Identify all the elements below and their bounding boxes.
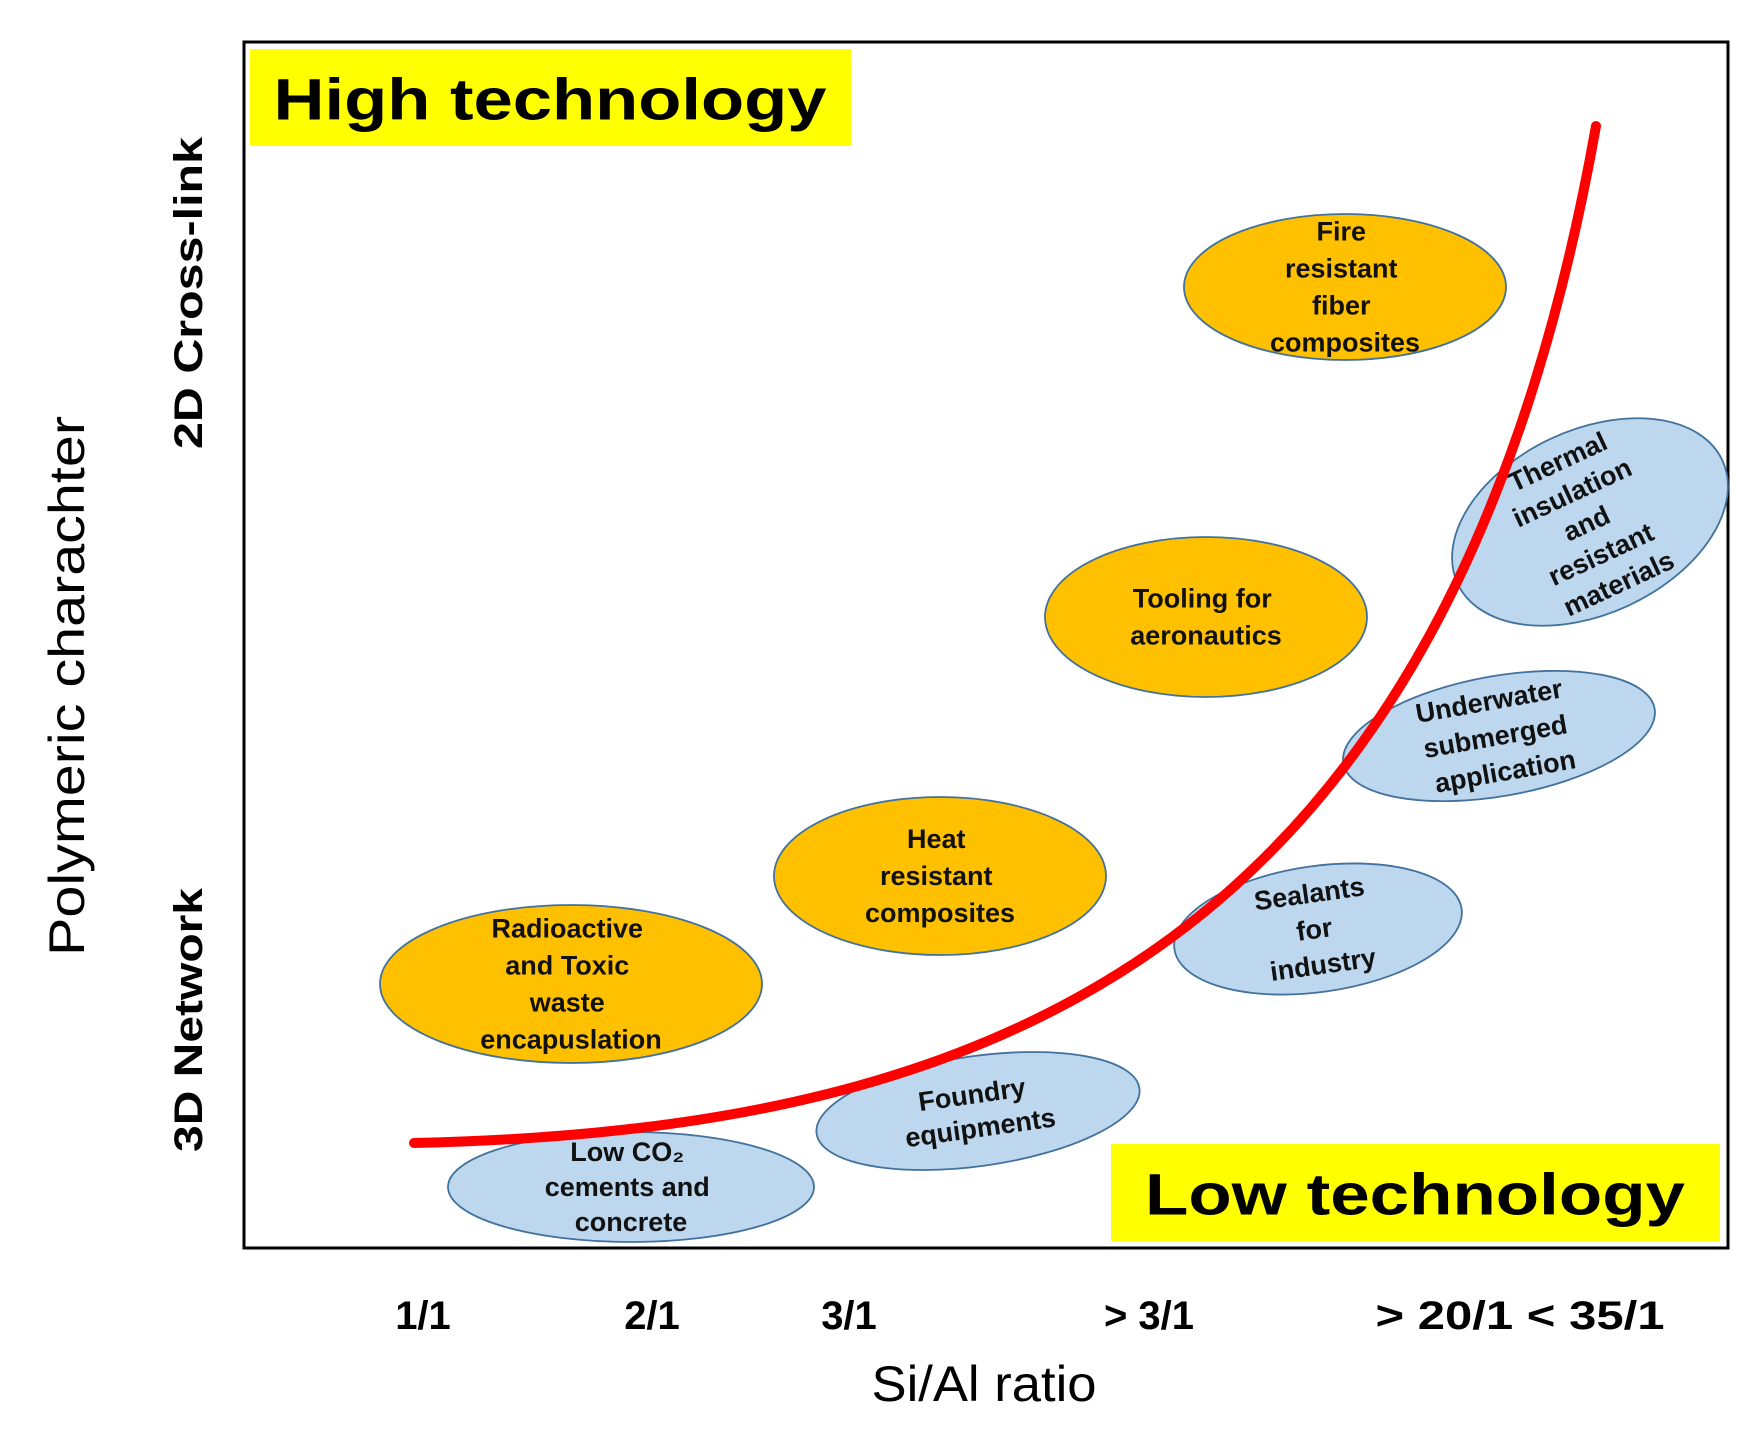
high-technology-highlight — [250, 49, 851, 146]
x-tick-label: 3/1 — [821, 1294, 877, 1338]
x-tick-label: > 3/1 — [1104, 1294, 1194, 1338]
x-tick-label: > 20/1 < 35/1 — [1376, 1294, 1665, 1338]
y-axis-top-label: 2D Cross-link — [167, 136, 211, 449]
application-ellipse — [1173, 862, 1463, 996]
application-text: Fire resistant fiber composites — [1270, 217, 1420, 358]
application-thermal-insulation: Thermal insulation and resistant materia… — [1451, 417, 1729, 627]
application-line: fiber — [1312, 291, 1371, 321]
application-line: Heat — [907, 824, 966, 854]
application-line: resistant — [880, 861, 993, 891]
application-line: Radioactive — [491, 914, 643, 944]
application-low-co2-cements: Low CO₂ cements and concrete — [447, 1131, 815, 1243]
application-fire-resistant-fiber-composites: Fire resistant fiber composites — [1183, 213, 1507, 361]
application-ellipse — [379, 904, 763, 1064]
application-line: aeronautics — [1130, 621, 1282, 651]
application-line: composites — [865, 898, 1015, 928]
application-sealants-for-industry: Sealants for industry — [1173, 862, 1463, 996]
application-line: Fire — [1316, 217, 1366, 247]
plot-frame — [242, 40, 1730, 1250]
application-line: Low CO₂ — [570, 1137, 684, 1167]
application-ellipse — [1183, 213, 1507, 361]
application-line: composites — [1270, 328, 1420, 358]
application-line: waste — [529, 988, 605, 1018]
application-line: encapuslation — [480, 1025, 662, 1055]
application-text: Tooling for aeronautics — [1130, 584, 1282, 651]
application-line: cements and — [545, 1172, 710, 1202]
application-line: for — [1294, 912, 1334, 947]
low-technology-label: Low technology — [1145, 1163, 1685, 1228]
low-technology-highlight — [1111, 1144, 1720, 1241]
y-axis-title: Polymeric charachter — [39, 416, 95, 956]
x-tick-label: 2/1 — [624, 1294, 680, 1338]
application-ellipse — [773, 796, 1107, 956]
application-text: Heat resistant composites — [865, 824, 1015, 928]
trend-curve — [409, 121, 1601, 1148]
high-technology-box: High technology — [250, 49, 851, 146]
application-ellipse — [815, 1051, 1141, 1171]
application-line: Tooling for — [1133, 584, 1272, 614]
application-text: Radioactive and Toxic waste encapuslatio… — [480, 914, 662, 1055]
application-ellipse — [1044, 536, 1368, 698]
low-technology-box: Low technology — [1111, 1144, 1720, 1241]
application-tooling-for-aeronautics: Tooling for aeronautics — [1044, 536, 1368, 698]
application-radioactive-waste: Radioactive and Toxic waste encapuslatio… — [379, 904, 763, 1064]
x-axis-ticks: 1/1 2/1 3/1 > 3/1 > 20/1 < 35/1 — [395, 1294, 1664, 1338]
application-heat-resistant-composites: Heat resistant composites — [773, 796, 1107, 956]
x-tick-label: 1/1 — [395, 1294, 451, 1338]
application-line: concrete — [575, 1207, 688, 1237]
x-axis-title: Si/Al ratio — [872, 1356, 1097, 1412]
y-axis-bottom-label: 3D Network — [167, 887, 211, 1152]
application-foundry-equipments: Foundry equipments — [815, 1051, 1141, 1171]
application-line: resistant — [1285, 254, 1398, 284]
application-text: Low CO₂ cements and concrete — [545, 1137, 718, 1237]
application-line: and Toxic — [505, 951, 629, 981]
high-technology-label: High technology — [274, 68, 827, 133]
